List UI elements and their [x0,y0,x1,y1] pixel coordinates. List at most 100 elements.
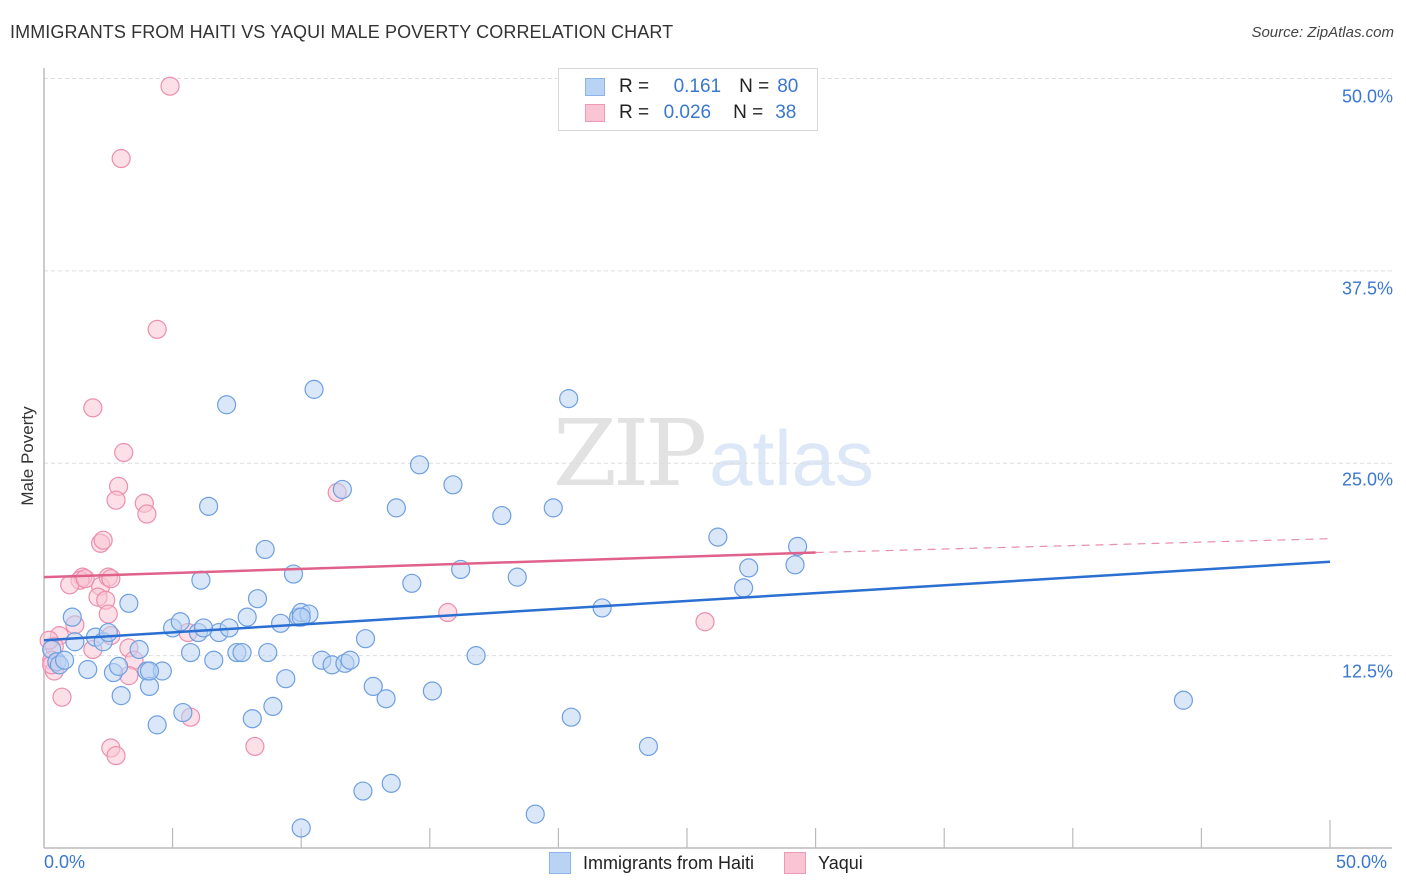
haiti-point [381,773,401,793]
legend-label-haiti: Immigrants from Haiti [583,852,755,873]
yaqui-point [137,504,157,524]
haiti-point [355,629,376,649]
y-tick-37-5: 37.5% [1341,278,1393,299]
haiti-point [1173,690,1193,710]
haiti-point [98,622,118,643]
haiti-point [363,676,383,697]
x-tick-min: 0.0% [44,852,86,872]
haiti-point [291,818,311,838]
haiti-point [170,612,190,632]
haiti-point [263,696,283,717]
haiti-point [204,650,224,670]
n-label: N = [733,102,764,123]
n-value: 80 [777,76,799,97]
r-value: 0.161 [673,76,722,97]
haiti-point [304,379,324,399]
haiti-point [271,613,291,633]
haiti-point [139,661,160,681]
yaqui-point [695,612,715,632]
y-tick-12-5: 12.5% [1341,661,1393,682]
yaqui-point [106,746,126,766]
yaqui-swatch [784,852,807,874]
haiti-point [785,555,805,575]
yaqui-trend-line [43,551,816,579]
haiti-point [376,689,396,709]
legend-row-haiti: R = 0.161 N = 80 [585,76,798,98]
legend-item-yaqui[interactable]: Yaqui [784,852,863,874]
haiti-point [443,475,463,495]
haiti-point [108,656,129,676]
haiti-point [147,715,167,735]
haiti-swatch [585,78,605,96]
series-legend: Immigrants from Haiti Yaqui [549,852,893,874]
haiti-point [217,395,237,415]
r-value: 0.026 [663,102,712,123]
haiti-point [193,618,214,638]
haiti-point [543,498,563,518]
legend-row-yaqui: R = 0.026 N = 38 [585,102,796,124]
haiti-point [466,646,486,666]
yaqui-point [83,398,103,418]
haiti-point [129,639,149,660]
yaqui-point [106,490,126,510]
haiti-point [525,804,545,824]
haiti-point [708,527,728,547]
haiti-point [276,669,296,689]
haiti-point [733,578,754,598]
yaqui-point [111,148,131,169]
haiti-point [65,632,85,652]
haiti-point [119,593,139,613]
haiti-point [507,567,527,587]
haiti-point [62,607,82,627]
haiti-point [54,650,75,670]
haiti-point [340,650,360,670]
haiti-point [739,558,759,578]
watermark-atlas: atlas [709,414,874,502]
haiti-swatch [549,852,571,874]
yaqui-swatch [585,104,605,122]
haiti-point [255,539,275,560]
n-label: N = [739,76,770,97]
haiti-point [232,642,252,663]
r-label: R = [619,76,650,97]
legend-label-yaqui: Yaqui [818,852,863,873]
haiti-point [402,573,422,593]
legend-item-haiti[interactable]: Immigrants from Haiti [549,852,754,874]
haiti-point [409,455,430,475]
haiti-point [638,736,659,757]
yaqui-point [98,604,118,624]
r-label: R = [619,102,650,123]
y-axis-label: Male Poverty [18,406,37,506]
watermark-zip: ZIP [553,400,707,507]
haiti-point [559,389,579,409]
haiti-point [561,707,581,727]
y-tick-25: 25.0% [1341,469,1393,490]
haiti-trend-line [43,560,1331,642]
n-value: 38 [775,102,797,123]
chart-title: IMMIGRANTS FROM HAITI VS YAQUI MALE POVE… [10,22,674,42]
haiti-point [386,498,406,518]
yaqui-point [114,442,134,463]
haiti-point [422,681,442,701]
stats-legend: R = 0.161 N = 80 R = 0.026 N = 38 [558,68,818,131]
zipatlas-watermark: ZIPatlas [553,408,874,500]
yaqui-point [52,687,72,707]
haiti-point [78,659,98,680]
haiti-point [332,479,352,500]
yaqui-point [438,602,458,623]
haiti-point [353,781,373,801]
yaqui-point [147,319,167,339]
haiti-point [173,702,193,723]
y-tick-50: 50.0% [1341,86,1393,107]
haiti-point [247,589,268,609]
haiti-point [242,709,262,729]
haiti-point [237,607,257,627]
source-credit: Source: ZipAtlas.com [1251,24,1394,41]
haiti-point [492,505,512,526]
x-tick-max: 50.0% [1336,852,1388,872]
yaqui-trend-extension [815,538,1331,554]
haiti-point [258,642,278,663]
haiti-point [592,598,612,618]
haiti-point [191,570,211,590]
